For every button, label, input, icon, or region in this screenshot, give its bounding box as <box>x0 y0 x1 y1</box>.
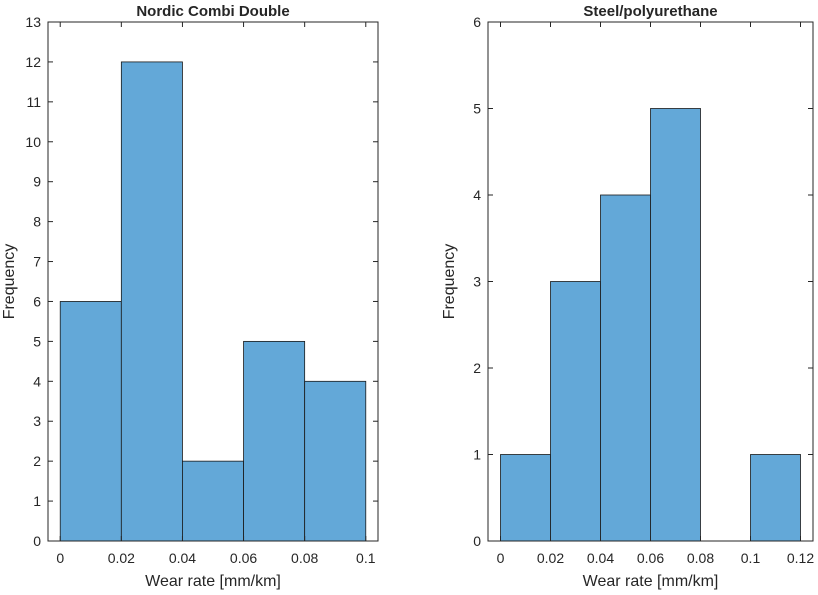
y-tick-label: 4 <box>473 187 481 203</box>
y-tick-label: 9 <box>33 174 41 190</box>
y-tick-label: 2 <box>473 360 481 376</box>
y-tick-label: 2 <box>33 453 41 469</box>
y-tick-label: 0 <box>473 533 481 549</box>
x-tick-label: 0.04 <box>587 550 614 566</box>
chart-title: Nordic Combi Double <box>136 3 289 20</box>
histogram-bar <box>500 454 551 542</box>
x-tick-label: 0.02 <box>537 550 564 566</box>
x-tick-label: 0 <box>497 550 505 566</box>
y-tick-label: 5 <box>33 333 41 349</box>
x-axis-ticks: 0 0.02 0.04 0.06 0.08 0.1 0.12 <box>497 22 814 566</box>
histogram-bar <box>120 61 183 542</box>
y-tick-label: 4 <box>33 373 41 389</box>
y-tick-label: 10 <box>25 134 41 150</box>
x-tick-label: 0 <box>56 550 64 566</box>
x-tick-label: 0.08 <box>687 550 714 566</box>
y-axis-label: Frequency <box>1 244 18 320</box>
x-tick-label: 0.12 <box>787 550 814 566</box>
y-tick-label: 3 <box>473 274 481 290</box>
bars <box>500 108 801 542</box>
x-axis-ticks: 0 0.02 0.04 0.06 0.08 0.1 <box>56 22 376 566</box>
axes-box <box>47 21 379 542</box>
y-tick-label: 13 <box>25 14 41 30</box>
x-axis-label: Wear rate [mm/km] <box>583 573 719 590</box>
x-tick-label: 0.08 <box>291 550 318 566</box>
y-axis-label: Frequency <box>441 244 458 320</box>
histogram-panel-nordic-combi-double: 0 0.02 0.04 0.06 0.08 0.1012345678910111213No… <box>1 3 379 590</box>
histogram-bar <box>650 108 701 542</box>
y-tick-label: 6 <box>33 293 41 309</box>
histogram-bar <box>243 340 306 542</box>
chart-title: Steel/polyurethane <box>583 3 717 20</box>
y-tick-label: 1 <box>473 447 481 463</box>
histogram-panel-steel-polyurethane: 0 0.02 0.04 0.06 0.08 0.1 0.12 0 1 2 3 4 5 6 Steel/pol… <box>441 3 814 590</box>
histogram-bar <box>750 454 801 542</box>
bars <box>59 61 367 542</box>
y-tick-label: 8 <box>33 214 41 230</box>
y-tick-label: 0 <box>33 533 41 549</box>
x-tick-label: 0.04 <box>169 550 196 566</box>
histogram-bar <box>182 460 244 542</box>
x-tick-label: 0.02 <box>108 550 135 566</box>
y-tick-label: 6 <box>473 14 481 30</box>
y-tick-label: 3 <box>33 413 41 429</box>
x-axis-label: Wear rate [mm/km] <box>145 573 281 590</box>
y-tick-label: 5 <box>473 101 481 117</box>
histogram-bar <box>304 380 367 542</box>
histogram-bar <box>59 301 122 542</box>
x-tick-label: 0.06 <box>230 550 257 566</box>
histogram-bar <box>600 194 651 542</box>
y-tick-label: 7 <box>33 254 41 270</box>
x-tick-label: 0.1 <box>741 550 761 566</box>
y-axis-ticks: 0 1 2 3 4 5 6 <box>473 14 813 549</box>
x-tick-label: 0.1 <box>356 550 376 566</box>
y-tick-label: 1 <box>33 493 41 509</box>
y-tick-label: 12 <box>25 54 41 70</box>
x-tick-label: 0.06 <box>637 550 664 566</box>
histogram-bar <box>550 281 601 542</box>
y-tick-label: 11 <box>26 94 41 110</box>
